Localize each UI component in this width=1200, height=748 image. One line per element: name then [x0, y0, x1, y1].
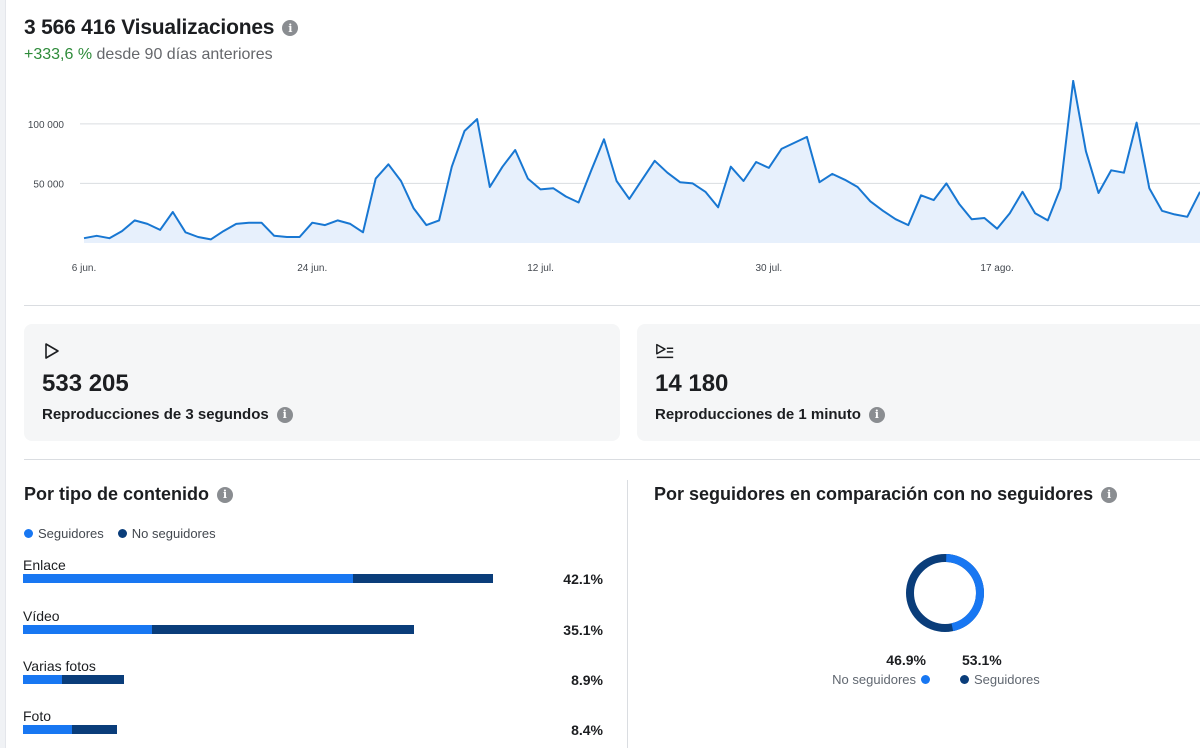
views-header: 3 566 416 Visualizaciones i +333,6 % des…: [24, 16, 299, 64]
metric-value: 14 180: [655, 370, 729, 397]
row-pct: 8.4%: [571, 722, 603, 738]
legend-dot: [24, 529, 33, 538]
bar-followers: [23, 625, 153, 634]
stacked-bar: [23, 725, 118, 734]
row-pct: 42.1%: [563, 571, 603, 587]
row-label: Vídeo: [23, 608, 60, 624]
legend-dot: [921, 675, 930, 684]
views-chart-svg[interactable]: 100 000 50 000 6 jun. 24 jun. 12 jul. 30 jul.…: [20, 80, 1200, 290]
metric-card-1m[interactable]: 14 180 Reproducciones de 1 minuto i: [637, 324, 1200, 441]
donut-chart-svg[interactable]: [903, 551, 987, 635]
row-pct: 35.1%: [563, 622, 603, 638]
series-area: [84, 80, 1200, 244]
info-icon[interactable]: i: [868, 406, 885, 423]
followers-donut[interactable]: [903, 551, 987, 635]
info-icon[interactable]: i: [1101, 486, 1118, 503]
title-row: 3 566 416 Visualizaciones i: [24, 16, 299, 40]
play-icon: [45, 343, 59, 359]
followers-label-row: Seguidores: [960, 672, 1050, 687]
legend-label: Seguidores: [38, 526, 104, 541]
metric-label: Reproducciones de 1 minuto: [655, 406, 861, 423]
bar-non-followers: [353, 574, 493, 583]
divider: [24, 305, 1200, 306]
x-tick-label: 6 jun.: [72, 263, 96, 274]
stacked-bar: [23, 675, 124, 684]
divider: [24, 459, 1200, 460]
legend-label: No seguidores: [131, 526, 216, 541]
non-followers-label: No seguidores: [832, 672, 916, 687]
donut-legend-non-followers: 46.9% No seguidores: [830, 652, 930, 687]
legend-item-followers: Seguidores: [24, 526, 104, 541]
content-row-link[interactable]: Enlace 42.1%: [23, 557, 603, 597]
y-tick-label: 50 000: [33, 179, 64, 190]
column-divider: [627, 480, 628, 748]
stacked-bar: [23, 574, 493, 583]
row-label: Enlace: [23, 557, 66, 573]
row-label: Varias fotos: [23, 658, 96, 674]
followers-pct: 53.1%: [962, 652, 1002, 668]
metric-value: 533 205: [42, 370, 129, 397]
bar-non-followers: [62, 675, 124, 684]
metric-card-3s[interactable]: 533 205 Reproducciones de 3 segundos i: [24, 324, 620, 441]
row-label: Foto: [23, 708, 52, 724]
content-row-photo[interactable]: Foto 8.4%: [23, 708, 603, 748]
content-type-legend: Seguidores No seguidores: [24, 526, 216, 541]
views-title: 3 566 416 Visualizaciones: [24, 16, 275, 39]
bar-followers: [23, 675, 63, 684]
metric-label-row: Reproducciones de 3 segundos i: [42, 406, 602, 423]
donut-legend-followers: 53.1% Seguidores: [960, 652, 1050, 687]
row-pct: 8.9%: [571, 672, 603, 688]
left-panel-edge: [0, 0, 6, 748]
bar-non-followers: [152, 625, 415, 634]
x-tick-label: 17 ago.: [980, 263, 1013, 274]
y-tick-label: 100 000: [28, 120, 65, 131]
views-chart[interactable]: 100 000 50 000 6 jun. 24 jun. 12 jul. 30 jul.…: [20, 80, 1200, 290]
content-type-header: Por tipo de contenido i: [24, 484, 233, 505]
x-tick-label: 30 jul.: [755, 263, 782, 274]
content-type-title: Por tipo de contenido: [24, 484, 209, 504]
metric-label-row: Reproducciones de 1 minuto i: [655, 406, 1199, 423]
info-icon[interactable]: i: [276, 406, 293, 423]
bar-non-followers: [72, 725, 118, 734]
content-row-video[interactable]: Vídeo 35.1%: [23, 608, 603, 648]
x-tick-label: 24 jun.: [297, 263, 327, 274]
content-row-multi-photo[interactable]: Varias fotos 8.9%: [23, 658, 603, 698]
views-change: +333,6 % desde 90 días anteriores: [24, 46, 298, 64]
followers-label: Seguidores: [974, 672, 1040, 687]
stacked-bar: [23, 625, 415, 634]
legend-dot: [117, 529, 127, 538]
non-followers-pct: 46.9%: [886, 652, 926, 668]
bar-followers: [23, 574, 354, 583]
non-followers-label-row: No seguidores: [830, 672, 930, 687]
metric-label: Reproducciones de 3 segundos: [42, 406, 269, 423]
info-icon[interactable]: i: [217, 486, 233, 503]
series-line[interactable]: [83, 80, 1200, 241]
info-icon[interactable]: i: [282, 20, 299, 36]
play-list-icon: [656, 343, 674, 359]
x-tick-label: 12 jul.: [527, 263, 554, 274]
change-text: desde 90 días anteriores: [96, 46, 273, 63]
followers-title: Por seguidores en comparación con no seg…: [654, 484, 1094, 504]
change-pct: +333,6 %: [24, 46, 93, 63]
legend-item-non-followers: No seguidores: [117, 526, 216, 541]
donut-slice-non-followers[interactable]: [906, 554, 984, 632]
bar-followers: [23, 725, 73, 734]
legend-dot: [960, 675, 969, 684]
followers-header: Por seguidores en comparación con no seg…: [654, 484, 1118, 505]
